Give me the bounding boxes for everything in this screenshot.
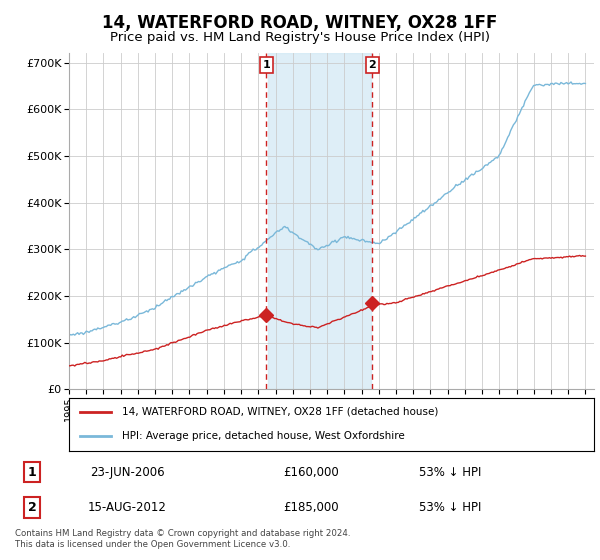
Text: 1: 1 [28,465,37,479]
Text: 2: 2 [28,501,37,514]
Text: 23-JUN-2006: 23-JUN-2006 [90,465,164,479]
Text: 2: 2 [368,60,376,70]
Text: Price paid vs. HM Land Registry's House Price Index (HPI): Price paid vs. HM Land Registry's House … [110,31,490,44]
Text: HPI: Average price, detached house, West Oxfordshire: HPI: Average price, detached house, West… [121,431,404,441]
Text: £160,000: £160,000 [284,465,340,479]
Text: 14, WATERFORD ROAD, WITNEY, OX28 1FF (detached house): 14, WATERFORD ROAD, WITNEY, OX28 1FF (de… [121,407,438,417]
Text: 53% ↓ HPI: 53% ↓ HPI [419,501,481,514]
Text: Contains HM Land Registry data © Crown copyright and database right 2024.
This d: Contains HM Land Registry data © Crown c… [15,529,350,549]
Text: 53% ↓ HPI: 53% ↓ HPI [419,465,481,479]
Text: £185,000: £185,000 [284,501,340,514]
Text: 1: 1 [263,60,271,70]
Text: 14, WATERFORD ROAD, WITNEY, OX28 1FF: 14, WATERFORD ROAD, WITNEY, OX28 1FF [103,14,497,32]
Text: 15-AUG-2012: 15-AUG-2012 [88,501,167,514]
